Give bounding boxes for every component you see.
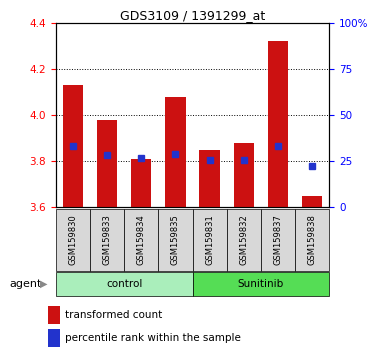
Text: control: control xyxy=(106,279,142,289)
Bar xyxy=(302,195,322,207)
Bar xyxy=(199,149,220,207)
Text: GSM159830: GSM159830 xyxy=(69,215,77,265)
Bar xyxy=(268,41,288,207)
Bar xyxy=(90,209,124,271)
Text: agent: agent xyxy=(10,279,42,289)
Bar xyxy=(233,143,254,207)
Text: GSM159834: GSM159834 xyxy=(137,215,146,265)
Bar xyxy=(97,120,117,207)
Text: GSM159831: GSM159831 xyxy=(205,215,214,265)
Bar xyxy=(124,209,158,271)
Bar xyxy=(56,272,192,296)
Text: GSM159838: GSM159838 xyxy=(308,215,316,265)
Text: percentile rank within the sample: percentile rank within the sample xyxy=(65,333,241,343)
Bar xyxy=(56,209,90,271)
Bar xyxy=(131,159,152,207)
Bar xyxy=(48,306,60,324)
Bar xyxy=(158,209,192,271)
Bar xyxy=(192,272,329,296)
Title: GDS3109 / 1391299_at: GDS3109 / 1391299_at xyxy=(120,9,265,22)
Text: GSM159837: GSM159837 xyxy=(273,215,283,265)
Bar xyxy=(48,329,60,347)
Bar xyxy=(261,209,295,271)
Bar xyxy=(165,97,186,207)
Bar xyxy=(63,85,83,207)
Text: GSM159833: GSM159833 xyxy=(102,215,112,265)
Text: GSM159832: GSM159832 xyxy=(239,215,248,265)
Text: GSM159835: GSM159835 xyxy=(171,215,180,265)
Bar xyxy=(227,209,261,271)
Bar xyxy=(192,209,227,271)
Text: Sunitinib: Sunitinib xyxy=(238,279,284,289)
Bar xyxy=(295,209,329,271)
Text: ▶: ▶ xyxy=(40,279,48,289)
Text: transformed count: transformed count xyxy=(65,310,162,320)
